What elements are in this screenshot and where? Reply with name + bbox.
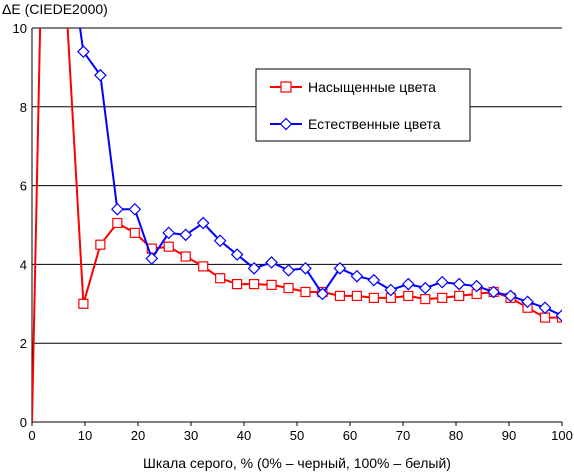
series-line-lead-in	[79, 28, 85, 52]
data-point	[78, 298, 89, 309]
y-axis-title: ΔE (CIEDE2000)	[2, 1, 108, 17]
x-tick-label: 40	[237, 428, 251, 443]
data-point	[112, 217, 123, 229]
legend-label-natural: Естественные цвета	[308, 116, 441, 132]
series-0	[32, 28, 562, 422]
data-point	[521, 295, 534, 309]
y-tick-label: 2	[20, 336, 27, 351]
data-point	[487, 285, 500, 299]
data-point	[539, 312, 551, 323]
data-point	[351, 290, 362, 302]
data-point	[470, 279, 484, 293]
data-point	[198, 261, 209, 272]
series-1	[77, 28, 562, 322]
x-tick-label: 50	[290, 428, 304, 443]
data-point	[452, 277, 466, 291]
data-point	[437, 292, 448, 303]
data-point	[248, 279, 260, 290]
x-tick-label: 20	[131, 428, 145, 443]
data-point	[282, 263, 295, 277]
y-tick-label: 4	[20, 257, 27, 272]
data-point	[454, 290, 465, 302]
data-point	[418, 281, 432, 295]
y-tick-label: 8	[20, 100, 27, 115]
data-point	[163, 241, 174, 252]
data-point	[247, 261, 261, 275]
data-point	[95, 239, 106, 250]
data-point	[350, 269, 364, 283]
data-point	[265, 256, 278, 269]
data-point	[504, 289, 517, 303]
data-point	[555, 309, 562, 322]
data-point	[230, 248, 244, 261]
y-tick-label: 0	[20, 415, 27, 430]
data-point	[110, 202, 124, 216]
data-point	[162, 226, 176, 240]
x-axis-title: Шкала серого, % (0% – черный, 100% – бел…	[143, 455, 451, 471]
x-tick-label: 0	[28, 428, 35, 443]
y-tick-label: 6	[20, 179, 27, 194]
data-point	[538, 301, 552, 315]
data-point	[266, 279, 277, 290]
data-point	[401, 277, 415, 291]
data-point	[333, 261, 347, 275]
data-point	[283, 282, 294, 294]
legend-marker-saturated	[280, 81, 292, 93]
data-point	[215, 273, 226, 284]
x-tick-label: 30	[184, 428, 198, 443]
data-point	[180, 251, 191, 262]
data-point	[367, 273, 381, 287]
series-layer	[32, 28, 562, 422]
x-tick-label: 80	[449, 428, 463, 443]
data-point	[299, 261, 312, 275]
x-tick-label: 90	[502, 428, 516, 443]
data-point	[232, 279, 243, 290]
data-point	[213, 234, 227, 248]
data-point	[368, 292, 379, 303]
data-point	[300, 286, 311, 298]
y-tick-label: 10	[13, 21, 27, 36]
data-point	[196, 216, 210, 230]
data-point	[128, 202, 142, 216]
data-point	[403, 290, 414, 302]
data-point	[316, 287, 329, 301]
data-point	[384, 283, 398, 297]
data-point	[179, 228, 193, 242]
legend-marker-natural	[279, 117, 293, 131]
y-tick-labels: 0 2 4 6 8 10	[13, 21, 27, 430]
x-tick-label: 70	[396, 428, 410, 443]
legend-label-saturated: Насыщенные цвета	[308, 79, 436, 95]
x-tick-label: 100	[551, 428, 573, 443]
legend-box	[255, 68, 471, 142]
x-tick-labels: 0 10 20 30 40 50 60 70 80 90 100	[28, 422, 573, 443]
x-tick-label: 10	[78, 428, 92, 443]
data-point	[435, 275, 449, 289]
data-point	[129, 227, 140, 238]
legend: Насыщенные цвета Естественные цвета	[255, 68, 471, 142]
data-point	[420, 293, 431, 305]
data-point	[94, 68, 107, 82]
data-point	[334, 290, 346, 302]
data-point	[77, 45, 90, 58]
data-point	[145, 252, 159, 265]
x-tick-label: 60	[343, 428, 357, 443]
